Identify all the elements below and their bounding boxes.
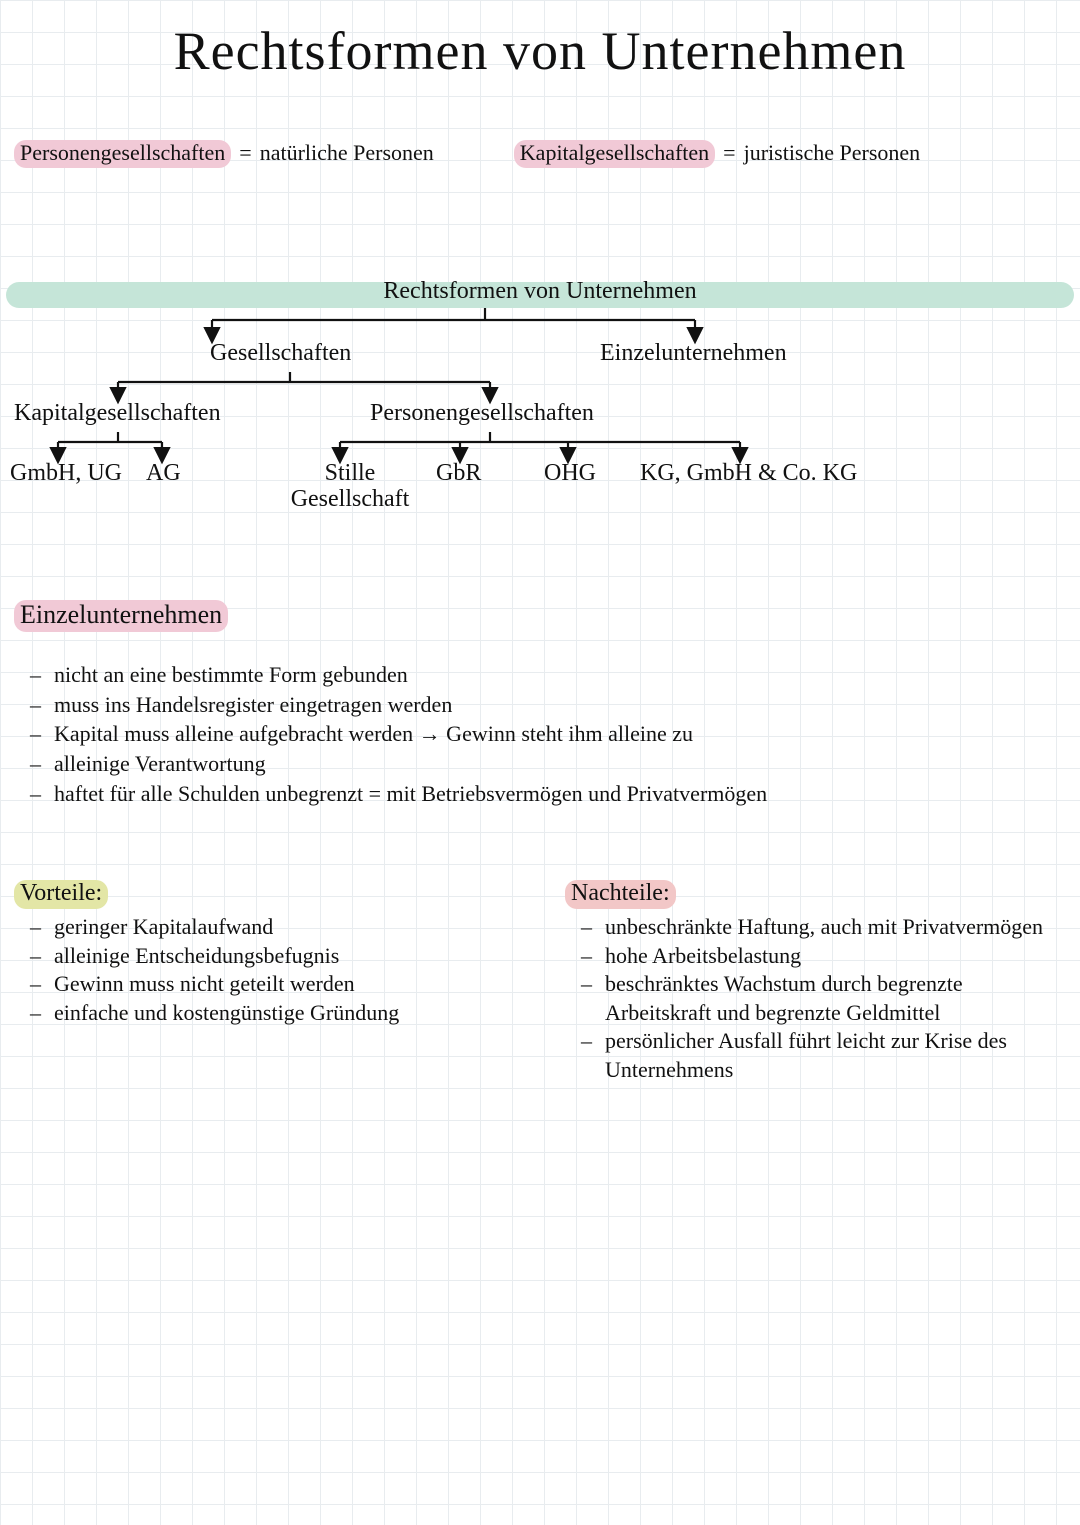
leaf-stille-line1: Stille — [325, 460, 376, 486]
con-text: beschränktes Wachstum durch begrenzte Ar… — [605, 970, 1066, 1027]
pro-text: Gewinn muss nicht geteilt werden — [54, 970, 355, 999]
bullet-row: –nicht an eine bestimmte Form gebunden — [30, 660, 1050, 690]
cons-heading: Nachteile: — [565, 880, 676, 909]
section-heading-text: Einzelunternehmen — [14, 600, 228, 632]
bullet-text: nicht an eine bestimmte Form gebunden — [54, 660, 408, 690]
leaf-ohg: OHG — [544, 460, 596, 486]
con-row: –persönlicher Ausfall führt leicht zur K… — [565, 1027, 1066, 1084]
pro-text: einfache und kostengünstige Gründung — [54, 999, 399, 1028]
pro-text: alleinige Entscheidungsbefugnis — [54, 942, 339, 971]
section-bullets: –nicht an eine bestimmte Form gebunden –… — [30, 660, 1050, 808]
pro-row: –Gewinn muss nicht geteilt werden — [14, 970, 515, 999]
leaf-gmbh-ug: GmbH, UG — [10, 460, 122, 486]
leaf-kg: KG, GmbH & Co. KG — [640, 460, 857, 486]
def-personengesellschaften: Personengesellschaften = natürliche Pers… — [14, 140, 434, 168]
pro-row: –alleinige Entscheidungsbefugnis — [14, 942, 515, 971]
bullet-text: alleinige Verantwortung — [54, 749, 266, 779]
bullet-text: Kapital muss alleine aufgebracht werden … — [54, 719, 693, 749]
con-text: unbeschränkte Haftung, auch mit Privatve… — [605, 913, 1043, 942]
con-text: persönlicher Ausfall führt leicht zur Kr… — [605, 1027, 1066, 1084]
node-personengesellschaften: Personengesellschaften — [370, 400, 594, 426]
bullet-row: –haftet für alle Schulden unbegrenzt = m… — [30, 779, 1050, 809]
section-heading: Einzelunternehmen — [14, 600, 228, 632]
def-value-right: juristische Personen — [744, 140, 921, 166]
con-row: –beschränktes Wachstum durch begrenzte A… — [565, 970, 1066, 1027]
con-row: –unbeschränkte Haftung, auch mit Privatv… — [565, 913, 1066, 942]
def-kapitalgesellschaften: Kapitalgesellschaften = juristische Pers… — [514, 140, 920, 168]
bullet-text: muss ins Handelsregister eingetragen wer… — [54, 690, 452, 720]
term-personengesellschaften: Personengesellschaften — [14, 140, 231, 168]
con-text: hohe Arbeitsbelastung — [605, 942, 801, 971]
leaf-stille-line2: Gesellschaft — [291, 486, 410, 512]
pro-row: –einfache und kostengünstige Gründung — [14, 999, 515, 1028]
cons-column: Nachteile: –unbeschränkte Haftung, auch … — [565, 880, 1066, 1085]
equals-sign: = — [723, 140, 735, 166]
con-row: –hohe Arbeitsbelastung — [565, 942, 1066, 971]
def-value-left: natürliche Personen — [260, 140, 434, 166]
bullet-row: –muss ins Handelsregister eingetragen we… — [30, 690, 1050, 720]
page-title: Rechtsformen von Unternehmen — [0, 20, 1080, 82]
pros-heading: Vorteile: — [14, 880, 108, 909]
leaf-ag: AG — [146, 460, 181, 486]
bullet-row: –alleinige Verantwortung — [30, 749, 1050, 779]
node-kapitalgesellschaften: Kapitalgesellschaften — [14, 400, 221, 426]
definitions-row: Personengesellschaften = natürliche Pers… — [0, 140, 1080, 168]
equals-sign: = — [239, 140, 251, 166]
leaf-gbr: GbR — [436, 460, 481, 486]
leaf-stille-gesellschaft: Stille Gesellschaft — [290, 460, 410, 513]
pros-cons-columns: Vorteile: –geringer Kapitalaufwand –alle… — [14, 880, 1066, 1085]
pros-column: Vorteile: –geringer Kapitalaufwand –alle… — [14, 880, 515, 1085]
bullet-row: –Kapital muss alleine aufgebracht werden… — [30, 719, 1050, 749]
term-kapitalgesellschaften: Kapitalgesellschaften — [514, 140, 715, 168]
bullet-text: haftet für alle Schulden unbegrenzt = mi… — [54, 779, 767, 809]
pro-text: geringer Kapitalaufwand — [54, 913, 273, 942]
node-gesellschaften: Gesellschaften — [210, 340, 351, 366]
pro-row: –geringer Kapitalaufwand — [14, 913, 515, 942]
node-einzelunternehmen: Einzelunternehmen — [600, 340, 787, 366]
